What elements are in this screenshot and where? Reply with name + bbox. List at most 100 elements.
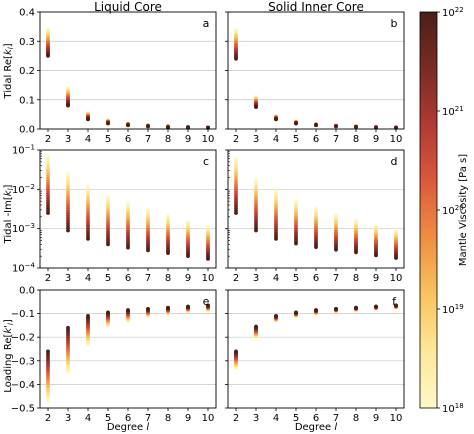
data-point [374,304,378,309]
degree-8-points [354,305,358,312]
colorbar-tick-label: 1021 [442,105,464,118]
data-point [186,254,190,259]
x-tick-label: 10 [390,134,403,145]
degree-6-points [126,308,130,323]
data-point [86,314,90,318]
degree-2-points [234,27,238,61]
x-tick-label: 5 [105,273,111,284]
degree-2-points [46,349,50,403]
x-tick-label: 3 [253,273,259,284]
degree-8-points [166,305,170,316]
data-point [394,256,398,260]
y-tick-label: 0.3 [19,37,35,48]
data-point [126,245,130,250]
panel-c: 2 3 4 5 6 7 8 9 10 10−1 10−2 10−3 10−4 c [12,144,217,284]
data-point [146,248,150,253]
x-tick-label: 8 [353,413,359,424]
data-point [294,241,298,246]
y-tick-label: −0.1 [11,309,35,320]
y-tick-label: 0.0 [19,286,35,297]
degree-9-points [186,124,190,130]
panel-letter: e [203,295,210,308]
panel-e: 2 3 4 5 6 7 8 9 10 0.0 −0.1 −0.2 −0.3 −0.4 −0.5 e [11,286,217,424]
degree-10-points [206,303,210,312]
x-tick-label: 6 [125,413,131,424]
colorbar: 1018 1019 1020 1021 1022 Mantle Viscosity [P… [419,6,469,415]
degree-7-points [334,213,338,252]
degree-4-points [274,113,278,122]
x-tick-label: 6 [125,273,131,284]
data-point [206,303,210,308]
data-point [66,103,70,108]
data-point [254,105,258,109]
x-tick-label: 2 [45,273,51,284]
colorbar-label: Mantle Viscosity [Pa s] [458,154,469,266]
degree-5-points [294,119,298,126]
data-point [334,306,338,311]
data-point [166,125,170,130]
y-tick-label: −0.4 [11,380,35,391]
x-tick-label: 9 [373,273,379,284]
panel-d: 2 3 4 5 6 7 8 9 10 d [225,149,405,284]
data-point [314,308,318,312]
degree-9-points [374,304,378,311]
degree-10-points [394,228,398,260]
panel-letter: d [391,155,398,168]
x-tick-label: 9 [373,413,379,424]
data-point [186,304,190,309]
x-tick-label: 7 [145,413,151,424]
degree-5-points [106,310,110,328]
degree-10-points [394,303,398,310]
x-tick-label: 6 [313,413,319,424]
y-tick-label: −0.3 [11,356,35,367]
x-tick-label: 4 [273,134,279,145]
x-tick-label: 4 [85,273,91,284]
degree-7-points [146,207,150,253]
x-tick-label: 6 [125,134,131,145]
x-tick-label: 9 [373,134,379,145]
panel-b: 2 3 4 5 6 7 8 9 10 b [225,11,405,145]
x-tick-label: 6 [313,134,319,145]
degree-7-points [334,123,338,129]
y-tick-label: 0.4 [19,8,35,19]
x-tick-label: 5 [105,134,111,145]
ylabel-loading-real: Loading Re[k'l] [3,319,15,393]
panel-letter: b [391,17,398,30]
degree-8-points [166,124,170,130]
degree-3-points [254,324,258,340]
data-point [126,308,130,312]
x-tick-label: 2 [233,273,239,284]
data-point [334,247,338,252]
degree-2-points [46,27,50,58]
data-point [354,250,358,255]
colorbar-tick-label: 1020 [442,204,464,217]
x-tick-label: 3 [65,134,71,145]
data-point [274,236,278,241]
degree-6-points [126,201,130,250]
degree-7-points [146,306,150,318]
degree-5-points [294,310,298,318]
degree-4-points [86,184,90,241]
x-tick-label: 2 [233,134,239,145]
x-tick-label: 10 [202,273,215,284]
data-point [166,251,170,255]
degree-10-points [206,225,210,261]
data-point [314,245,318,249]
data-point [374,253,378,258]
x-tick-label: 8 [353,134,359,145]
y-tick-label: 10−2 [12,183,35,196]
x-tick-label: 8 [165,413,171,424]
degree-3-points [66,171,70,233]
x-tick-label: 7 [333,273,339,284]
degree-8-points [354,124,358,129]
colorbar-tick-label: 1019 [442,303,464,316]
ylabel-tidal-imag: Tidal -Im[kl] [3,184,15,244]
data-point [46,349,50,354]
x-tick-label: 3 [65,413,71,424]
data-point [254,324,258,329]
data-point [86,117,90,122]
degree-6-points [314,206,318,249]
degree-3-points [66,86,70,108]
degree-6-points [314,308,318,316]
x-tick-label: 7 [333,413,339,424]
